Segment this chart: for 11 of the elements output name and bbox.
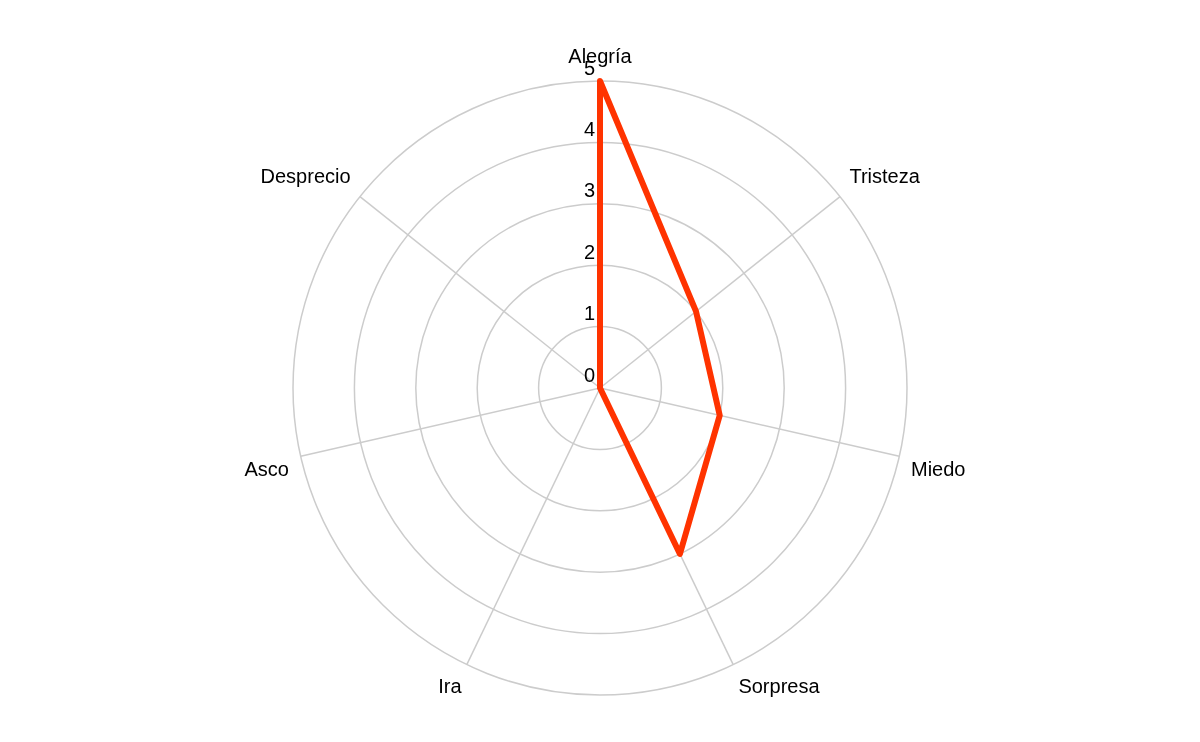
- spoke-label: Miedo: [911, 458, 966, 481]
- y-tick-label: 3: [583, 179, 595, 202]
- y-tick-label: 1: [583, 302, 595, 325]
- y-tick-label: 4: [583, 117, 595, 140]
- spoke-label: Tristeza: [849, 164, 921, 187]
- spoke-label: Ira: [438, 674, 463, 697]
- spoke-label: Asco: [244, 458, 289, 481]
- y-tick-label: 2: [583, 240, 595, 263]
- spoke-label: Sorpresa: [738, 674, 821, 697]
- spoke-label: Desprecio: [260, 164, 351, 187]
- y-tick-label: 0: [583, 363, 595, 386]
